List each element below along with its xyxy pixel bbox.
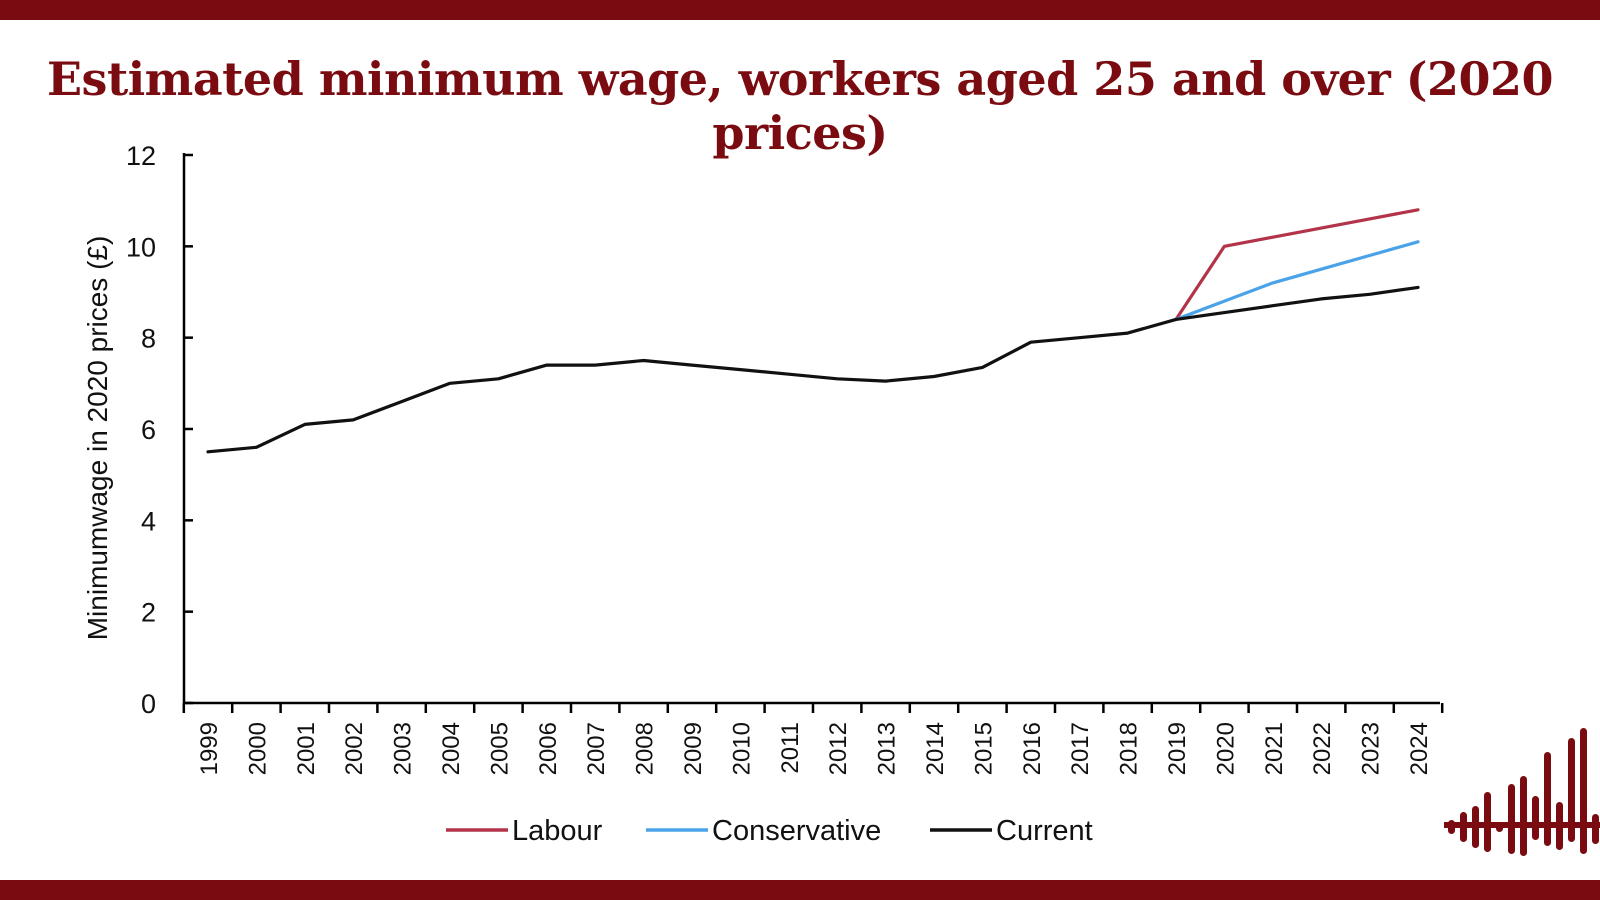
- x-tick-label: 2012: [825, 722, 852, 775]
- x-tick-label: 2024: [1406, 722, 1433, 775]
- x-tick-label: 2020: [1212, 722, 1239, 775]
- x-tick-label: 2003: [390, 722, 417, 775]
- legend-label-conservative: Conservative: [712, 815, 881, 847]
- page-title: Estimated minimum wage, workers aged 25 …: [47, 52, 1553, 160]
- logo-bar: [1508, 784, 1515, 854]
- logo-baseline: [1444, 822, 1600, 828]
- x-tick-label: 2004: [438, 722, 465, 775]
- x-tick-label: 2009: [680, 722, 707, 775]
- x-tick-label: 2022: [1309, 722, 1336, 775]
- y-tick-label: 12: [126, 141, 156, 171]
- logo-bar: [1532, 796, 1539, 840]
- logo-bar: [1592, 814, 1599, 844]
- x-tick-label: 2011: [777, 722, 804, 774]
- x-tick-label: 2014: [922, 722, 949, 775]
- y-tick-label: 0: [141, 689, 156, 719]
- y-axis-label: Minimumwage in 2020 prices (£): [82, 236, 113, 641]
- bar-equalizer-icon: [1444, 728, 1600, 856]
- x-tick-label: 2006: [535, 722, 562, 775]
- logo-bar: [1568, 738, 1575, 842]
- x-tick-label: 2019: [1164, 722, 1191, 775]
- x-tick-label: 2001: [293, 722, 320, 775]
- x-tick-label: 1999: [196, 722, 223, 775]
- y-tick-label: 8: [141, 324, 156, 354]
- legend-label-labour: Labour: [512, 815, 603, 847]
- series-line-conservative: [1174, 240, 1420, 321]
- logo-bar: [1520, 776, 1527, 856]
- y-tick-label: 6: [141, 415, 156, 445]
- x-tick-label: 2007: [583, 722, 610, 775]
- x-tick-label: 2017: [1067, 722, 1094, 775]
- logo-bar: [1580, 728, 1587, 854]
- logo-bar: [1544, 752, 1551, 846]
- x-tick-label: 2002: [341, 722, 368, 775]
- bottom-frame-bar: [0, 880, 1600, 900]
- x-tick-label: 2013: [874, 722, 901, 775]
- x-tick-label: 2008: [632, 722, 659, 775]
- top-frame-bar: [0, 0, 1600, 20]
- y-tick-label: 10: [126, 232, 156, 262]
- legend-label-current: Current: [996, 815, 1093, 847]
- x-tick-label: 2018: [1116, 722, 1143, 775]
- x-tick-label: 2021: [1261, 722, 1288, 775]
- x-tick-label: 2023: [1358, 722, 1385, 775]
- series-line-current: [206, 285, 1420, 454]
- y-tick-label: 2: [141, 598, 156, 628]
- x-tick-label: 2005: [486, 722, 513, 775]
- x-tick-label: 2016: [1019, 722, 1046, 775]
- x-tick-label: 2015: [970, 722, 997, 775]
- series-line-labour: [1174, 208, 1420, 321]
- x-tick-label: 2000: [244, 722, 271, 775]
- x-tick-label: 2010: [728, 722, 755, 775]
- y-tick-label: 4: [141, 506, 156, 536]
